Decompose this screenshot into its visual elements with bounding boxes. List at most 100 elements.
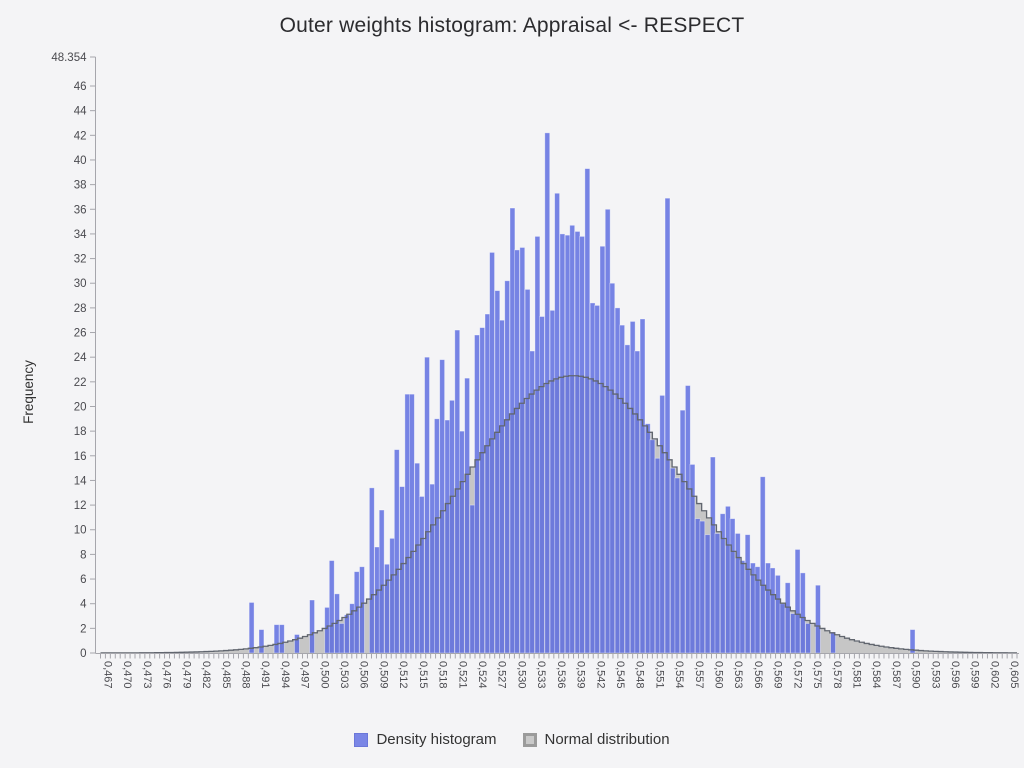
- histogram-bar: [750, 562, 756, 654]
- y-tick-label: 4: [80, 599, 87, 611]
- x-tick-label: 0,572: [791, 661, 803, 689]
- histogram-bar: [499, 319, 505, 654]
- x-tick-label: 0,518: [437, 661, 449, 689]
- x-tick-label: 0,551: [653, 661, 665, 689]
- x-tick-label: 0,554: [673, 661, 685, 689]
- x-tick-label: 0,542: [594, 661, 606, 689]
- histogram-bars: [248, 132, 916, 654]
- histogram-bar: [559, 233, 566, 654]
- x-tick-label: 0,593: [929, 661, 941, 689]
- histogram-bar: [393, 449, 400, 654]
- histogram-bar: [584, 168, 591, 654]
- chart-title: Outer weights histogram: Appraisal <- RE…: [279, 14, 745, 37]
- histogram-bar: [258, 629, 265, 654]
- histogram-bar: [434, 418, 440, 654]
- histogram-bar: [458, 430, 465, 654]
- x-tick-label: 0,509: [377, 661, 389, 689]
- histogram-bar: [389, 537, 396, 654]
- histogram-bar: [694, 518, 701, 654]
- histogram-bar: [805, 623, 811, 654]
- histogram-bar: [714, 533, 721, 654]
- legend-label: Normal distribution: [544, 731, 670, 748]
- histogram-bar: [815, 584, 821, 654]
- histogram-bar: [324, 606, 331, 654]
- x-tick-label: 0,533: [535, 661, 547, 689]
- histogram-bar: [479, 327, 486, 654]
- x-tick-label: 0,599: [969, 661, 981, 689]
- histogram-bar: [484, 313, 491, 654]
- legend-item-normal-distribution: Normal distribution: [522, 731, 670, 748]
- histogram-bar: [744, 534, 751, 654]
- y-tick-label: 28: [74, 303, 87, 315]
- histogram-bar: [629, 321, 636, 654]
- histogram-bar: [684, 385, 691, 654]
- histogram-bar: [494, 290, 501, 654]
- x-tick-label: 0,596: [949, 661, 961, 689]
- y-tick-label: 8: [80, 549, 86, 561]
- x-tick-label: 0,602: [988, 661, 1000, 689]
- y-tick-label: 14: [74, 475, 87, 487]
- density-histogram-swatch: [354, 732, 369, 747]
- x-tick-label: 0,557: [693, 661, 705, 689]
- histogram-bar: [784, 582, 791, 654]
- histogram-bar: [424, 356, 430, 654]
- histogram-bar: [769, 567, 776, 654]
- x-tick-label: 0,497: [299, 661, 311, 689]
- histogram-bar: [273, 624, 280, 654]
- y-tick-label: 44: [74, 106, 87, 118]
- histogram-bar: [765, 562, 771, 654]
- y-tick-label: 12: [74, 500, 87, 512]
- x-tick-label: 0,566: [752, 661, 764, 689]
- histogram-bar: [569, 224, 576, 654]
- histogram-bar: [294, 634, 300, 654]
- y-tick-label: 2: [80, 623, 86, 635]
- histogram-bar: [725, 505, 731, 654]
- histogram-bar: [709, 456, 716, 654]
- histogram-bar: [378, 509, 385, 654]
- histogram-bar: [489, 252, 495, 654]
- histogram-bar: [554, 192, 560, 654]
- legend-item-density-histogram: Density histogram: [354, 731, 497, 748]
- histogram-bar: [794, 549, 801, 654]
- x-tick-label: 0,482: [200, 661, 212, 689]
- histogram-bar: [384, 563, 390, 654]
- histogram-bar: [469, 504, 476, 654]
- histogram-bar: [739, 560, 746, 654]
- histogram-bar: [609, 282, 616, 654]
- histogram-bar: [644, 423, 651, 654]
- histogram-bar: [639, 318, 646, 654]
- y-tick-label: 26: [74, 328, 87, 340]
- x-tick-label: 0,467: [102, 661, 114, 689]
- y-tick-label: 10: [74, 525, 87, 537]
- x-tick-label: 0,560: [713, 661, 725, 689]
- histogram-bar: [514, 249, 520, 654]
- histogram-bar: [344, 614, 350, 654]
- y-tick-label: 32: [74, 254, 87, 266]
- histogram-bar: [619, 324, 626, 654]
- x-tick-label: 0,500: [318, 661, 330, 689]
- histogram-bar: [278, 624, 285, 654]
- histogram-bar: [374, 546, 380, 654]
- histogram-bar: [689, 464, 696, 654]
- histogram-bar: [624, 344, 631, 654]
- histogram-bar: [328, 560, 335, 654]
- histogram-bar: [799, 572, 806, 654]
- x-tick-label: 0,590: [910, 661, 922, 689]
- y-tick-label: 40: [74, 155, 87, 167]
- histogram-bar: [449, 399, 455, 654]
- x-tick-label: 0,548: [634, 661, 646, 689]
- y-tick-label: 46: [74, 81, 87, 93]
- legend-label: Density histogram: [376, 731, 497, 748]
- histogram-bar: [579, 235, 585, 654]
- axes: 0246810121416182022242628303234363840424…: [51, 52, 1020, 689]
- y-axis-title: Frequency: [21, 360, 36, 424]
- x-tick-label: 0,515: [417, 661, 429, 689]
- x-tick-label: 0,527: [496, 661, 508, 689]
- histogram-bar: [589, 302, 596, 654]
- histogram-bar: [353, 571, 360, 654]
- x-tick-label: 0,530: [515, 661, 527, 689]
- y-tick-label: 20: [74, 401, 87, 413]
- histogram-bar: [664, 197, 671, 654]
